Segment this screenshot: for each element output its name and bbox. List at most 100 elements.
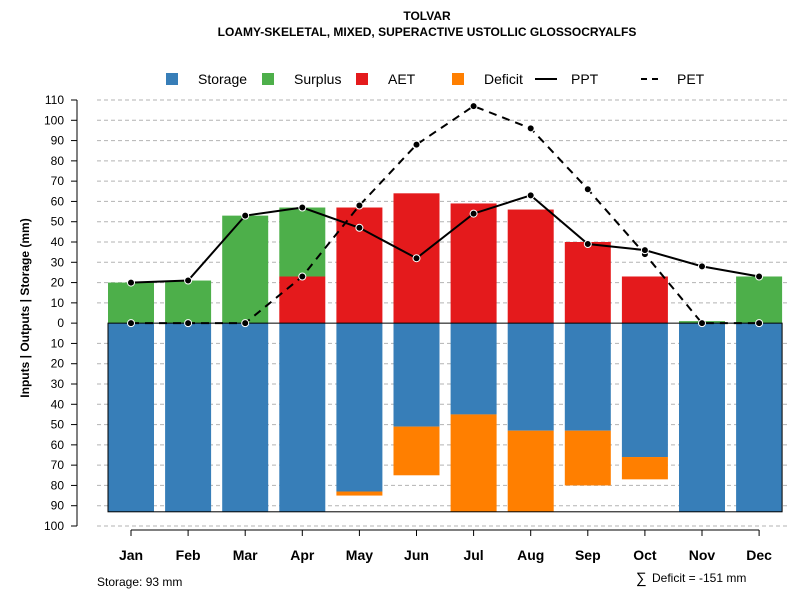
- surplus-bar-dec: [736, 276, 783, 324]
- chart-title: TOLVAR: [403, 9, 451, 23]
- pet-point-may: [355, 201, 364, 210]
- storage-bar-dec: [736, 323, 783, 512]
- storage-bar-may: [336, 323, 383, 492]
- pet-point-apr: [298, 272, 307, 281]
- ppt-point-feb: [184, 276, 193, 285]
- ppt-point-jun: [412, 254, 421, 263]
- y-tick-label: 20: [51, 357, 65, 371]
- pet-point-jun: [412, 140, 421, 149]
- pet-point-nov: [698, 319, 706, 328]
- y-tick-label: 50: [51, 215, 65, 229]
- storage-bar-apr: [279, 323, 326, 512]
- y-tick-label: 60: [51, 438, 65, 452]
- surplus-bar-feb: [165, 280, 212, 324]
- legend-swatch-storage: [166, 73, 178, 85]
- deficit-bar-oct: [621, 457, 668, 480]
- legend-label-storage: Storage: [198, 71, 247, 87]
- y-tick-label: 30: [51, 255, 65, 269]
- legend-label-surplus: Surplus: [294, 71, 341, 87]
- chart-subtitle: LOAMY-SKELETAL, MIXED, SUPERACTIVE USTOL…: [218, 25, 637, 39]
- legend-swatch-surplus: [262, 73, 274, 85]
- ppt-point-dec: [755, 272, 764, 281]
- pet-point-mar: [241, 319, 250, 328]
- storage-bar-jan: [108, 323, 154, 512]
- aet-bar-oct: [621, 276, 668, 324]
- ppt-point-sep: [583, 240, 592, 249]
- ppt-point-may: [355, 223, 364, 232]
- ppt-point-jul: [469, 209, 478, 218]
- pet-point-jul: [469, 102, 478, 111]
- x-tick-label-oct: Oct: [633, 547, 657, 563]
- legend-label-aet: AET: [388, 71, 416, 87]
- pet-point-sep: [583, 185, 592, 194]
- y-axis-label: Inputs | Outputs | Storage (mm): [18, 218, 32, 397]
- storage-bar-sep: [564, 323, 611, 431]
- y-tick-label: 10: [51, 296, 65, 310]
- x-tick-label-aug: Aug: [517, 547, 544, 563]
- storage-capacity-outline: [107, 322, 783, 513]
- deficit-bar-sep: [564, 430, 611, 486]
- x-tick-label-jan: Jan: [119, 547, 143, 563]
- x-tick-label-sep: Sep: [575, 547, 601, 563]
- y-tick-label: 30: [51, 377, 65, 391]
- y-tick-label: 0: [57, 316, 64, 330]
- aet-bar-aug: [507, 209, 554, 324]
- legend-label-deficit: Deficit: [484, 71, 523, 87]
- x-tick-label-jun: Jun: [404, 547, 429, 563]
- deficit-bar-jun: [393, 426, 440, 476]
- y-tick-label: 90: [51, 499, 65, 513]
- storage-bar-feb: [165, 323, 212, 512]
- ppt-point-oct: [640, 246, 649, 255]
- y-tick-label: 50: [51, 418, 65, 432]
- legend-label-ppt: PPT: [571, 71, 599, 87]
- legend-swatch-deficit: [452, 73, 464, 85]
- x-tick-label-jul: Jul: [463, 547, 483, 563]
- y-tick-label: 40: [51, 235, 65, 249]
- y-tick-label: 100: [44, 113, 64, 127]
- y-tick-label: 80: [51, 478, 65, 492]
- storage-bar-nov: [679, 323, 725, 512]
- lines: [127, 102, 764, 328]
- pet-point-dec: [755, 319, 764, 328]
- storage-bar-jul: [450, 323, 497, 415]
- ppt-point-aug: [526, 191, 535, 200]
- sum-icon: ∑: [636, 570, 647, 587]
- y-tick-label: 40: [51, 397, 65, 411]
- y-tick-label: 70: [51, 174, 65, 188]
- x-tick-label-nov: Nov: [689, 547, 716, 563]
- surplus-bar-jan: [108, 282, 154, 324]
- deficit-bar-jul: [450, 414, 497, 512]
- y-tick-label: 80: [51, 154, 65, 168]
- storage-bar-oct: [621, 323, 668, 458]
- ppt-point-nov: [698, 262, 706, 271]
- x-tick-label-apr: Apr: [290, 547, 315, 563]
- x-tick-label-mar: Mar: [233, 547, 258, 563]
- storage-bar-mar: [222, 323, 269, 512]
- deficit-note: Deficit = -151 mm: [652, 571, 746, 585]
- storage-bar-jun: [393, 323, 440, 427]
- storage-note: Storage: 93 mm: [97, 575, 182, 589]
- legend: Storage Surplus AET Deficit PPT PET: [166, 71, 705, 87]
- aet-bar-sep: [564, 242, 611, 324]
- x-tick-label-feb: Feb: [176, 547, 201, 563]
- y-tick-label: 20: [51, 276, 65, 290]
- x-tick-label-dec: Dec: [746, 547, 772, 563]
- surplus-bar-apr: [279, 207, 326, 277]
- pet-point-feb: [184, 319, 193, 328]
- aet-bar-apr: [279, 276, 326, 324]
- surplus-bar-mar: [222, 215, 269, 324]
- legend-label-pet: PET: [677, 71, 705, 87]
- axes: 1101009080706050403020100102030405060708…: [44, 93, 772, 563]
- y-tick-label: 100: [44, 519, 64, 533]
- pet-point-jan: [127, 319, 135, 328]
- storage-bar-aug: [507, 323, 554, 431]
- ppt-point-mar: [241, 211, 250, 220]
- y-tick-label: 90: [51, 134, 65, 148]
- y-tick-label: 110: [45, 93, 64, 107]
- y-tick-label: 60: [51, 194, 65, 208]
- ppt-point-apr: [298, 203, 307, 212]
- y-tick-label: 10: [51, 336, 65, 350]
- pet-line: [131, 104, 760, 325]
- pet-point-aug: [526, 124, 535, 133]
